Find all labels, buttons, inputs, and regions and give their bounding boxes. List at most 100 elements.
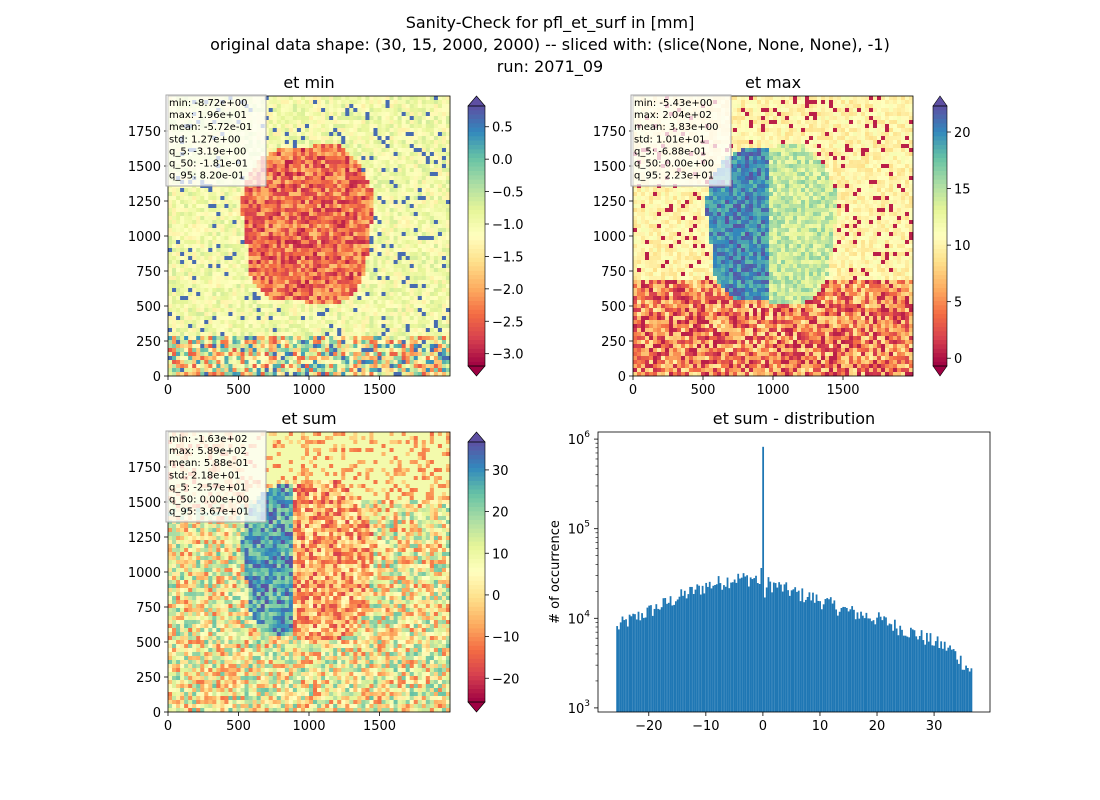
heatmap-cell (345, 196, 349, 200)
heatmap-cell (204, 248, 208, 252)
heatmap-cell (361, 312, 365, 316)
heatmap-cell (249, 272, 253, 276)
heatmap-cell (369, 300, 373, 304)
heatmap-cell (241, 292, 245, 296)
heatmap-cell (228, 328, 232, 332)
heatmap-cell (349, 192, 353, 196)
heatmap-cell (357, 256, 361, 260)
heatmap-cell (353, 288, 357, 292)
heatmap-cell (390, 336, 394, 340)
heatmap-cell (265, 244, 269, 248)
heatmap-cell (220, 272, 224, 276)
heatmap-cell (168, 236, 172, 240)
heatmap-cell (245, 336, 249, 340)
heatmap-cell (313, 252, 317, 256)
heatmap-cell (369, 260, 373, 264)
heatmap-cell (377, 180, 381, 184)
heatmap-cell (442, 304, 446, 308)
heatmap-cell (281, 180, 285, 184)
heatmap-cell (172, 264, 176, 268)
heatmap-cell (249, 244, 253, 248)
heatmap-cell (353, 216, 357, 220)
heatmap-cell (438, 284, 442, 288)
heatmap-cell (349, 344, 353, 348)
heatmap-cell (337, 220, 341, 224)
heatmap-cell (305, 140, 309, 144)
heatmap-cell (273, 256, 277, 260)
heatmap-cell (365, 104, 369, 108)
heatmap-cell (309, 108, 313, 112)
heatmap-cell (390, 212, 394, 216)
heatmap-cell (224, 232, 228, 236)
heatmap-cell (406, 336, 410, 340)
heatmap-cell (434, 364, 438, 368)
heatmap-cell (426, 304, 430, 308)
heatmap-cell (418, 324, 422, 328)
heatmap-cell (377, 132, 381, 136)
heatmap-cell (313, 260, 317, 264)
heatmap-cell (184, 320, 188, 324)
heatmap-cell (394, 356, 398, 360)
heatmap-cell (273, 308, 277, 312)
heatmap-cell (180, 240, 184, 244)
heatmap-cell (345, 156, 349, 160)
heatmap-cell (232, 364, 236, 368)
heatmap-cell (253, 208, 257, 212)
heatmap-cell (422, 112, 426, 116)
heatmap-cell (188, 320, 192, 324)
heatmap-cell (281, 320, 285, 324)
heatmap-cell (357, 236, 361, 240)
heatmap-cell (337, 320, 341, 324)
heatmap-cell (434, 252, 438, 256)
heatmap-cell (232, 248, 236, 252)
heatmap-cell (297, 316, 301, 320)
heatmap-cell (333, 356, 337, 360)
heatmap-cell (345, 368, 349, 372)
heatmap-cell (180, 264, 184, 268)
heatmap-cell (224, 268, 228, 272)
heatmap-cell (196, 220, 200, 224)
heatmap-cell (200, 264, 204, 268)
heatmap-cell (414, 288, 418, 292)
heatmap-cell (257, 296, 261, 300)
heatmap-cell (293, 312, 297, 316)
heatmap-cell (422, 192, 426, 196)
heatmap-cell (430, 244, 434, 248)
heatmap-cell (285, 260, 289, 264)
heatmap-cell (369, 280, 373, 284)
heatmap-cell (216, 284, 220, 288)
heatmap-cell (212, 308, 216, 312)
heatmap-cell (422, 172, 426, 176)
heatmap-cell (281, 264, 285, 268)
heatmap-cell (168, 244, 172, 248)
heatmap-cell (172, 232, 176, 236)
heatmap-cell (208, 352, 212, 356)
heatmap-cell (386, 292, 390, 296)
heatmap-cell (249, 300, 253, 304)
heatmap-cell (406, 148, 410, 152)
heatmap-cell (313, 100, 317, 104)
heatmap-cell (394, 312, 398, 316)
heatmap-cell (341, 192, 345, 196)
heatmap-cell (317, 192, 321, 196)
heatmap-cell (204, 252, 208, 256)
heatmap-cell (313, 208, 317, 212)
heatmap-cell (438, 244, 442, 248)
heatmap-cell (273, 144, 277, 148)
heatmap-cell (353, 196, 357, 200)
heatmap-cell (184, 252, 188, 256)
heatmap-cell (309, 228, 313, 232)
heatmap-cell (196, 244, 200, 248)
heatmap-cell (365, 148, 369, 152)
heatmap-cell (369, 184, 373, 188)
heatmap-cell (410, 204, 414, 208)
heatmap-cell (176, 316, 180, 320)
heatmap-cell (418, 132, 422, 136)
heatmap-cell (249, 316, 253, 320)
heatmap-cell (285, 284, 289, 288)
heatmap-cell (184, 368, 188, 372)
heatmap-cell (410, 336, 414, 340)
heatmap-cell (333, 140, 337, 144)
heatmap-cell (422, 240, 426, 244)
heatmap-cell (192, 200, 196, 204)
